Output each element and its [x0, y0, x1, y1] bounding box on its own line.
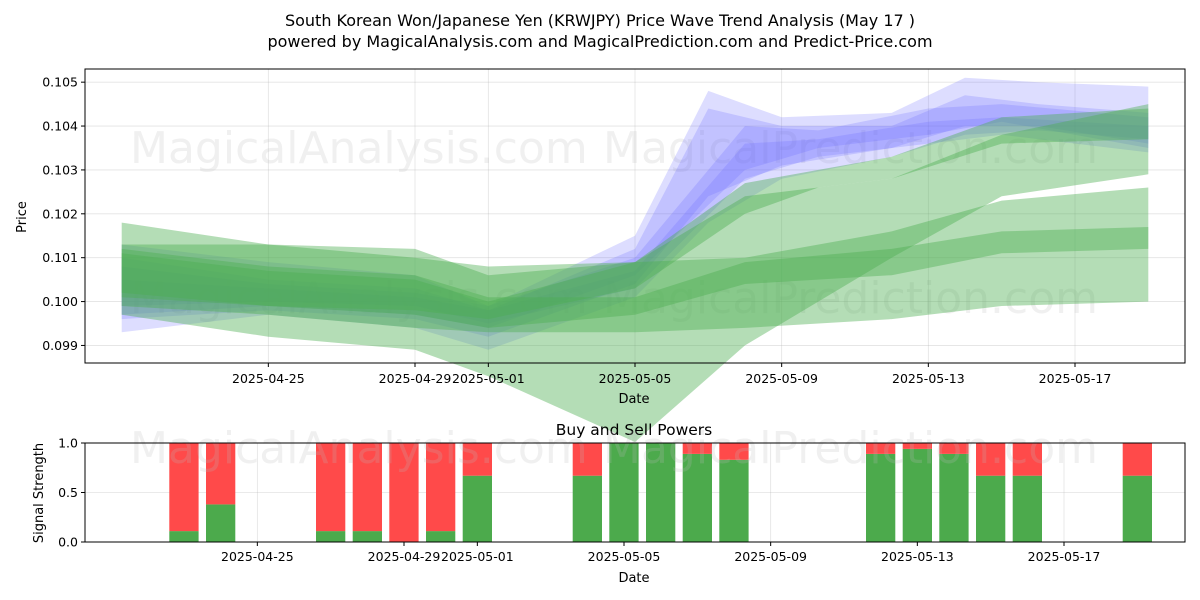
signal-axis-ticks: 2025-04-25 2025-04-29 2025-05-01 2025-05-05…	[58, 436, 1100, 565]
buy-power-bar	[462, 475, 492, 542]
signal-chart-title: Buy and Sell Powers	[556, 421, 713, 439]
watermark-analysis-mid: MagicalAnalysis.com	[130, 273, 588, 324]
buy-power-bar	[646, 443, 676, 542]
buy-power-bar	[572, 475, 602, 542]
sell-power-bar	[682, 443, 712, 454]
price-y-tick-label: 0.100	[42, 294, 78, 309]
sell-power-bar	[1012, 443, 1042, 476]
price-y-tick-label: 0.105	[42, 75, 78, 90]
signal-panel: Buy and Sell Powers MagicalAnalysis.com …	[32, 421, 1186, 586]
buy-power-bar	[939, 453, 969, 542]
sell-power-bar	[572, 443, 602, 476]
buy-power-bar	[609, 443, 639, 542]
price-y-axis-label: Price	[15, 201, 30, 233]
sell-power-bar	[976, 443, 1006, 476]
sell-power-bar	[902, 443, 932, 449]
price-grid	[85, 69, 1185, 363]
price-x-axis-label: Date	[618, 392, 649, 407]
green-price-band	[121, 227, 1149, 328]
sell-power-bar	[316, 443, 346, 532]
signal-y-tick-label: 1.0	[58, 436, 78, 451]
chart-title: South Korean Won/Japanese Yen (KRWJPY) P…	[285, 11, 915, 30]
signal-x-axis-label: Date	[618, 571, 649, 586]
price-bands	[121, 77, 1149, 442]
price-y-tick-label: 0.102	[42, 206, 78, 221]
price-axis-ticks: 2025-04-25 2025-04-29 2025-05-01 2025-05-05…	[42, 75, 1111, 386]
green-price-band	[121, 108, 1149, 320]
buy-power-bar	[976, 475, 1006, 542]
signal-y-tick-label: 0.0	[58, 535, 78, 550]
price-x-tick-label: 2025-05-13	[892, 371, 965, 386]
sell-power-bar	[1122, 443, 1152, 476]
price-y-tick-label: 0.104	[42, 119, 78, 134]
signal-x-tick-label: 2025-05-09	[734, 549, 807, 564]
buy-power-bar	[169, 531, 199, 542]
signal-y-axis-label: Signal Strength	[32, 443, 47, 543]
buy-power-bar	[316, 531, 346, 542]
chart-subtitle: powered by MagicalAnalysis.com and Magic…	[267, 32, 932, 51]
sell-power-bar	[426, 443, 456, 532]
sell-power-bar	[719, 443, 749, 460]
buy-power-bar	[719, 459, 749, 542]
signal-x-tick-label: 2025-05-01	[441, 549, 514, 564]
watermark-analysis-top: MagicalAnalysis.com	[130, 123, 588, 174]
buy-power-bar	[426, 531, 456, 542]
buy-power-bar	[682, 453, 712, 542]
buy-power-bar	[352, 531, 382, 542]
price-y-tick-label: 0.103	[42, 162, 78, 177]
watermark-analysis-bottom: MagicalAnalysis.com	[130, 423, 588, 474]
buy-power-bar	[206, 504, 236, 542]
blue-price-band	[121, 104, 1149, 328]
sell-power-bar	[169, 443, 199, 532]
signal-y-tick-label: 0.5	[58, 485, 78, 500]
price-panel: MagicalAnalysis.com MagicalPrediction.co…	[15, 68, 1186, 442]
price-x-tick-label: 2025-04-29	[379, 371, 452, 386]
sell-power-bar	[866, 443, 896, 454]
buy-power-bar	[902, 448, 932, 542]
buy-power-bar	[1012, 475, 1042, 542]
price-plot-background	[85, 69, 1185, 363]
sell-power-bar	[462, 443, 492, 476]
signal-bars	[169, 443, 1152, 542]
watermark-prediction-mid: MagicalPrediction.com	[603, 273, 1098, 324]
sell-power-bar	[389, 443, 419, 542]
watermark-prediction-bottom: MagicalPrediction.com	[603, 423, 1098, 474]
sell-power-bar	[206, 443, 236, 505]
price-x-tick-label: 2025-05-01	[452, 371, 525, 386]
blue-price-band	[121, 117, 1149, 324]
green-price-band	[121, 104, 1149, 442]
signal-x-tick-label: 2025-05-13	[881, 549, 954, 564]
watermark-prediction-top: MagicalPrediction.com	[603, 123, 1098, 174]
sell-power-bar	[939, 443, 969, 454]
buy-power-bar	[866, 453, 896, 542]
blue-price-band	[121, 95, 1149, 337]
sell-power-bar	[352, 443, 382, 532]
price-x-tick-label: 2025-05-05	[599, 371, 672, 386]
price-y-tick-label: 0.101	[42, 250, 78, 265]
green-price-band	[121, 187, 1149, 333]
signal-x-tick-label: 2025-04-25	[221, 549, 294, 564]
signal-x-tick-label: 2025-05-17	[1028, 549, 1101, 564]
price-x-tick-label: 2025-05-17	[1039, 371, 1112, 386]
signal-x-tick-label: 2025-04-29	[368, 549, 441, 564]
price-x-tick-label: 2025-04-25	[232, 371, 305, 386]
signal-x-tick-label: 2025-05-05	[588, 549, 661, 564]
buy-power-bar	[1122, 475, 1152, 542]
price-y-tick-label: 0.099	[42, 338, 78, 353]
blue-price-band	[121, 77, 1149, 350]
price-x-tick-label: 2025-05-09	[745, 371, 818, 386]
